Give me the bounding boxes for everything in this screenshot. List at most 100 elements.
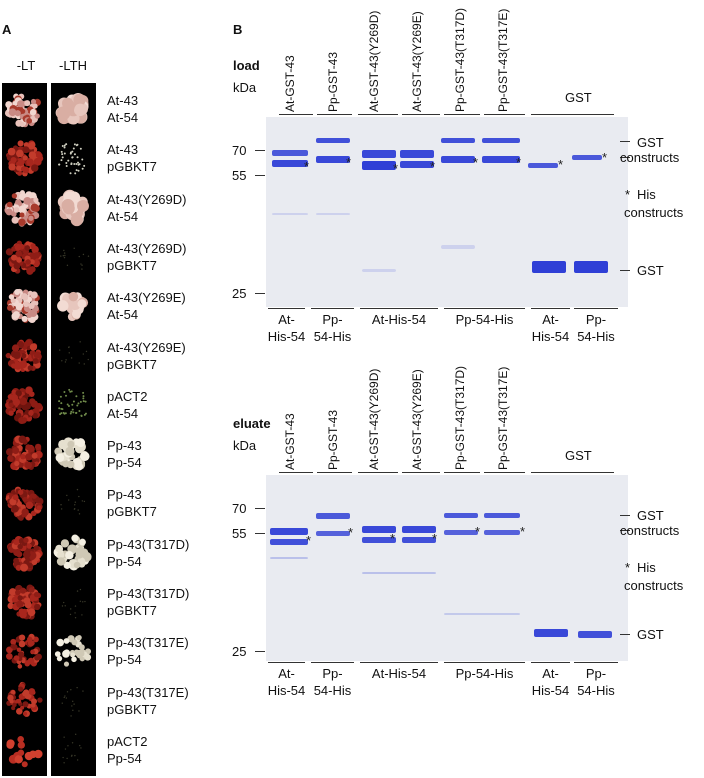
colony [17,651,25,659]
colony [18,686,24,692]
bottom-group-line [311,662,354,663]
colony [30,702,36,708]
colony [11,705,16,710]
colony [22,497,28,503]
yeast-row: Pp-43 Pp-54 [2,428,232,482]
lt-plate-image [2,280,47,333]
speck [68,345,70,348]
speck [79,148,82,151]
band [316,213,350,215]
lth-plate-image [51,674,96,727]
colony [15,302,24,311]
band [316,156,350,163]
band [362,269,396,272]
speck [66,495,68,497]
bottom-group-label: Pp- 54-His [572,665,620,699]
speck [67,404,70,407]
eluate-gst-top-label: GST [637,508,664,523]
colony [55,544,63,553]
band [441,138,475,143]
colony [12,702,17,707]
speck [65,143,68,146]
colony [29,142,36,149]
speck [69,390,72,393]
band [400,150,434,158]
colony [30,649,35,655]
speck [81,264,83,266]
colony [14,110,21,117]
yeast-row: Pp-43(T317E) pGBKT7 [2,674,232,729]
colony [30,108,37,116]
panel-b-letter: B [233,22,243,37]
row-label: pACT2 At-54 [107,388,147,422]
panel-a-letter: A [2,22,12,37]
lth-plate-image [51,329,96,382]
speck [76,489,79,491]
colony [62,202,75,214]
marker-label: 55 [232,526,247,541]
yeast-row: Pp-43(T317E) Pp-54 [2,625,232,679]
speck [70,688,72,690]
bottom-group-line1: Pp-54-His [455,312,514,327]
band [574,261,608,273]
lt-plate-image [2,329,47,382]
colony [24,751,34,761]
lane-label: At-GST-43(Y269E) [410,11,424,112]
band [272,213,308,215]
colony [30,400,39,408]
colony [32,357,39,364]
colony [30,291,38,299]
lt-plate-image [2,378,47,431]
his-star-mark: * [304,159,309,174]
lth-plate-image [51,576,96,628]
speck [79,588,82,591]
yeast-row: At-43(Y269E) pGBKT7 [2,329,232,384]
bottom-group-line1: At- [278,312,295,327]
colony [71,639,78,646]
colony [10,157,17,164]
speck [77,161,80,164]
colony [28,410,34,416]
speck [60,401,63,404]
speck [77,170,80,173]
lane-label: At-GST-43 [283,413,297,470]
colony [36,153,43,159]
colony [6,739,15,748]
colony [11,343,20,352]
speck [78,409,81,412]
yeast-row: At-43 At-54 [2,83,232,137]
bottom-group-label: Pp- 54-His [309,665,356,699]
colony [28,151,37,160]
speck [61,145,64,148]
colony [76,635,82,641]
colony [16,647,22,653]
speck [62,254,65,257]
colony [33,197,39,203]
his-star-mark: * [348,525,353,540]
speck [87,255,90,257]
bottom-group-line [531,662,570,663]
load-title: load [233,58,260,73]
his-star-mark: * [520,524,525,539]
speck [75,395,78,398]
colony [17,735,25,743]
colony [26,118,33,124]
yeast-row: pACT2 Pp-54 [2,723,232,778]
colony [66,460,75,469]
lane-group-line [484,114,525,115]
colony [11,505,19,513]
colony [55,453,65,463]
speck [79,600,82,602]
row-label: Pp-43(T317E) pGBKT7 [107,684,189,718]
speck [64,605,66,607]
speck [67,744,69,747]
colony [18,640,26,648]
colony [23,597,31,605]
colony [24,461,33,470]
colony [20,705,25,710]
speck [77,402,80,405]
colony [22,700,29,707]
colony [8,402,14,408]
speck [81,158,84,161]
marker-label: 55 [232,168,247,183]
